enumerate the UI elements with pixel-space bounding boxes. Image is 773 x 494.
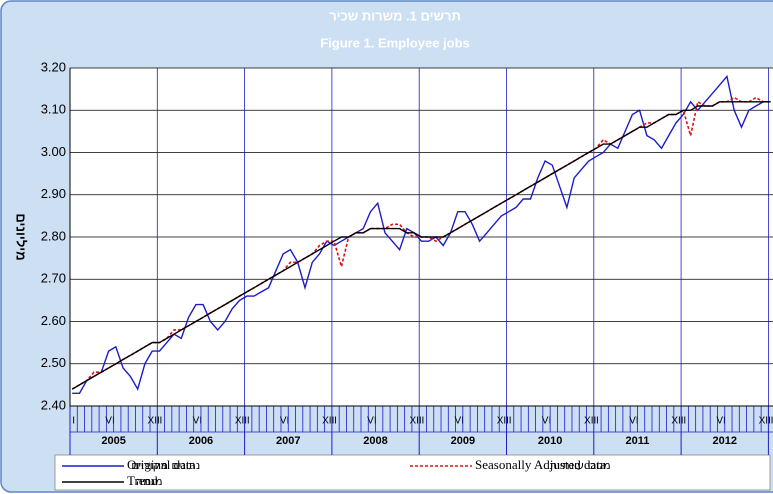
x-tick-label: I [247,416,250,427]
x-tick-label: VI [280,416,289,427]
y-tick-label: 2.70 [41,271,66,286]
x-tick-label: XII [584,416,596,427]
y-tick-label: 2.60 [41,313,66,328]
year-label: 2007 [276,435,300,447]
x-tick-label: I [421,416,424,427]
legend-label: Original data [127,457,195,472]
y-tick-label: 3.10 [41,102,66,117]
year-label: 2010 [538,435,562,447]
x-tick-label: VI [193,416,202,427]
legend-label-he: נתונים מקוריים [131,459,200,472]
x-tick-label: XII [497,416,509,427]
y-axis-label: מיליונים [14,213,29,260]
x-tick-label: VI [542,416,551,427]
legend-label: Trend [127,473,158,488]
year-label: 2012 [713,435,737,447]
y-tick-label: 3.20 [41,59,66,74]
legend-box [54,454,771,491]
x-tick-label: XII [671,416,683,427]
x-tick-label: XII [409,416,421,427]
series-line [72,74,771,394]
year-label: 2005 [101,435,125,447]
legend-label: Seasonally Adjusted data [475,457,606,472]
legend-label-he: מגמה [136,475,163,488]
y-tick-label: 2.90 [41,186,66,201]
x-tick-label: I [509,416,512,427]
year-label: 2009 [451,435,475,447]
year-label: 2006 [189,435,213,447]
chart-title-he: תרשים 1. משרות שכיר [329,8,461,23]
y-tick-label: 3.00 [41,144,66,159]
x-tick-label: VI [105,416,114,427]
x-tick-label: XII [322,416,334,427]
x-tick-label: XII [148,416,160,427]
legend-label-he: מנוכי עונתיות [550,459,611,472]
x-tick-label: XII [235,416,247,427]
x-tick-label: VI [367,416,376,427]
year-label: 2011 [626,435,650,447]
chart-title: Figure 1. Employee jobs [320,35,470,50]
x-tick-label: VI [716,416,725,427]
x-tick-label: VI [629,416,638,427]
y-tick-label: 2.80 [41,228,66,243]
x-tick-label: VI [454,416,463,427]
x-tick-label: I [334,416,337,427]
y-tick-label: 2.40 [41,397,66,412]
year-label: 2008 [363,435,387,447]
x-tick-label: I [72,416,75,427]
x-tick-label: I [771,416,773,427]
x-axis-band [70,406,773,448]
y-tick-label: 2.50 [41,355,66,370]
x-tick-label: I [160,416,163,427]
x-tick-label: XII [759,416,771,427]
x-tick-label: I [683,416,686,427]
series-line [71,101,771,390]
x-tick-label: I [596,416,599,427]
